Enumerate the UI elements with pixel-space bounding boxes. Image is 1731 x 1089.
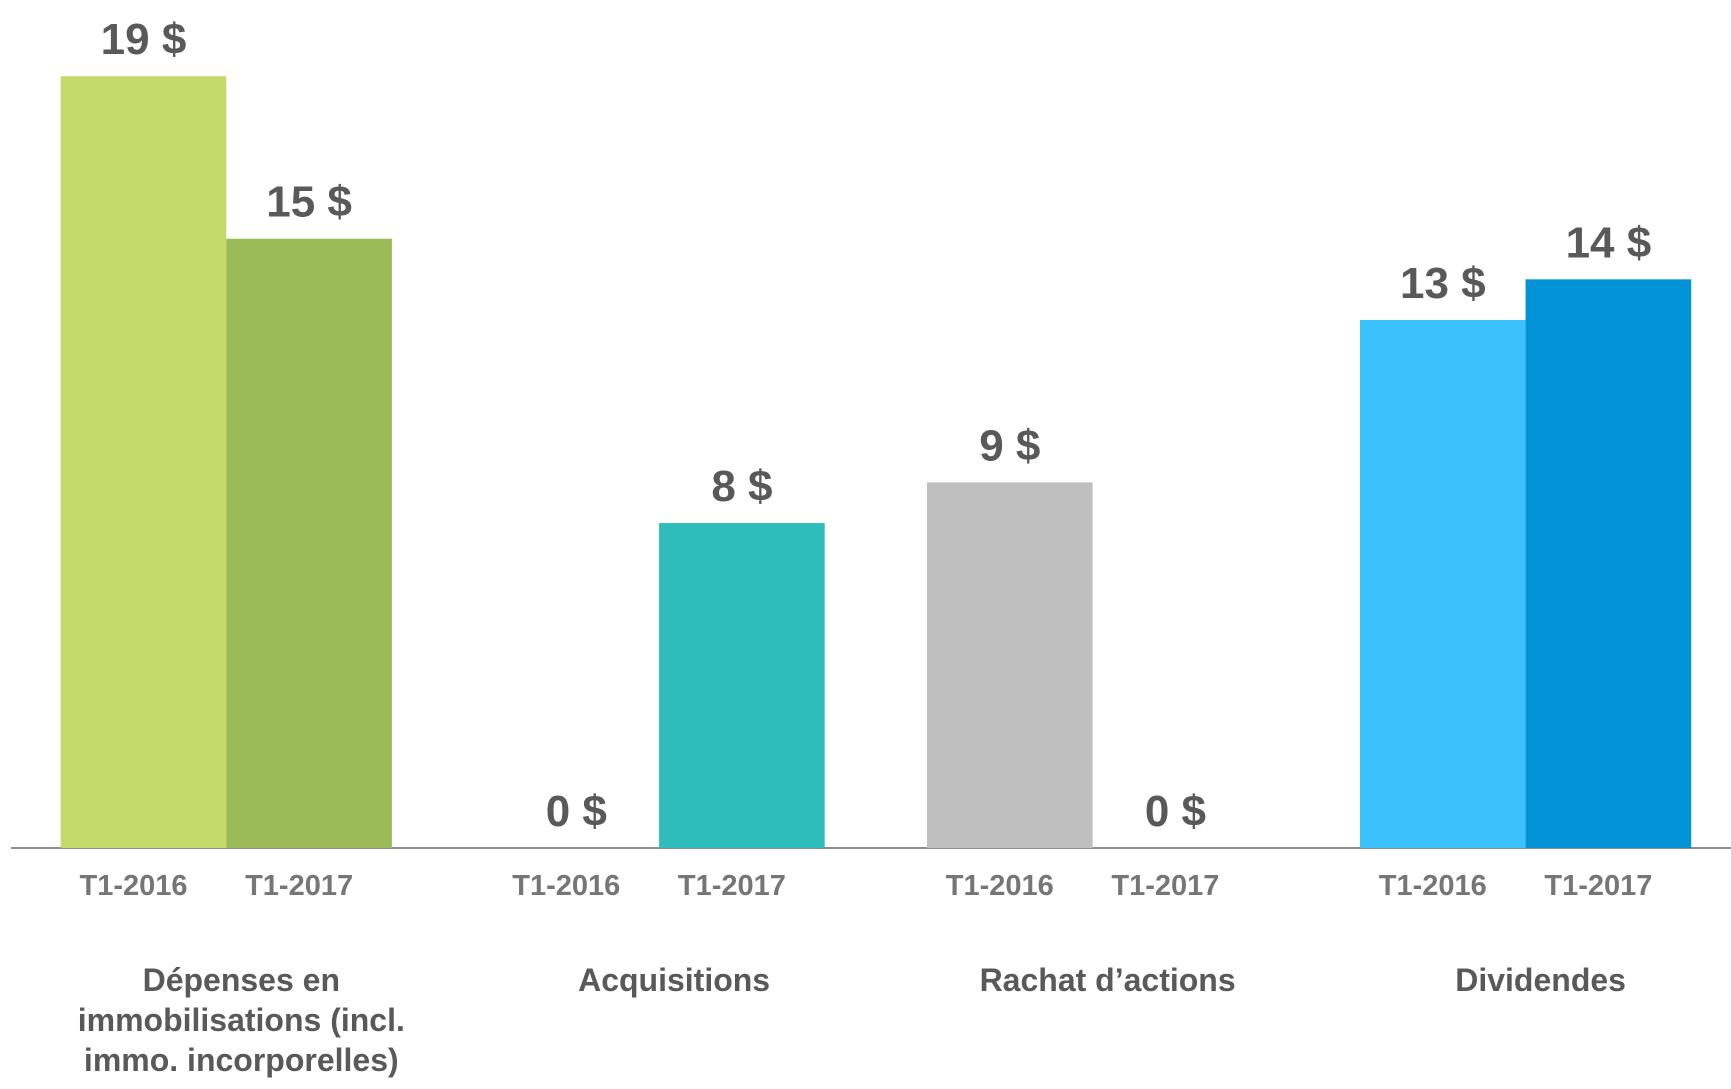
value-label: 9 $ bbox=[979, 421, 1040, 470]
bar bbox=[1525, 279, 1692, 848]
period-label: T1-2016 bbox=[79, 870, 187, 902]
bar bbox=[1360, 319, 1526, 848]
value-label: 13 $ bbox=[1400, 259, 1486, 308]
category-label: Dépenses en immobilisations (incl. immo.… bbox=[77, 962, 405, 1078]
bar bbox=[927, 482, 1093, 848]
bar bbox=[659, 523, 825, 848]
bar bbox=[226, 238, 392, 848]
period-label: T1-2017 bbox=[1544, 870, 1652, 902]
value-label: 14 $ bbox=[1566, 218, 1652, 267]
period-label: T1-2016 bbox=[1379, 870, 1487, 902]
period-label: T1-2017 bbox=[678, 870, 786, 902]
value-label: 8 $ bbox=[711, 462, 772, 511]
value-label: 0 $ bbox=[546, 787, 607, 836]
category-label: Rachat d’actions bbox=[979, 962, 1236, 998]
category-label: Acquisitions bbox=[578, 962, 771, 998]
category-label: Dividendes bbox=[1455, 962, 1626, 998]
value-label: 15 $ bbox=[266, 178, 352, 227]
period-label: T1-2017 bbox=[245, 870, 353, 902]
value-label: 19 $ bbox=[101, 15, 187, 64]
period-label: T1-2016 bbox=[946, 870, 1054, 902]
bar bbox=[60, 76, 227, 848]
value-label: 0 $ bbox=[1145, 787, 1206, 836]
period-label: T1-2016 bbox=[512, 870, 620, 902]
period-label: T1-2017 bbox=[1111, 870, 1219, 902]
